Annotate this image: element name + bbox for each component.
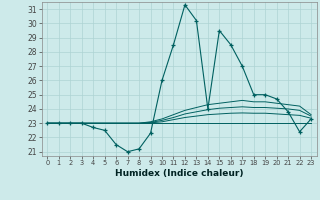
X-axis label: Humidex (Indice chaleur): Humidex (Indice chaleur) [115, 169, 244, 178]
